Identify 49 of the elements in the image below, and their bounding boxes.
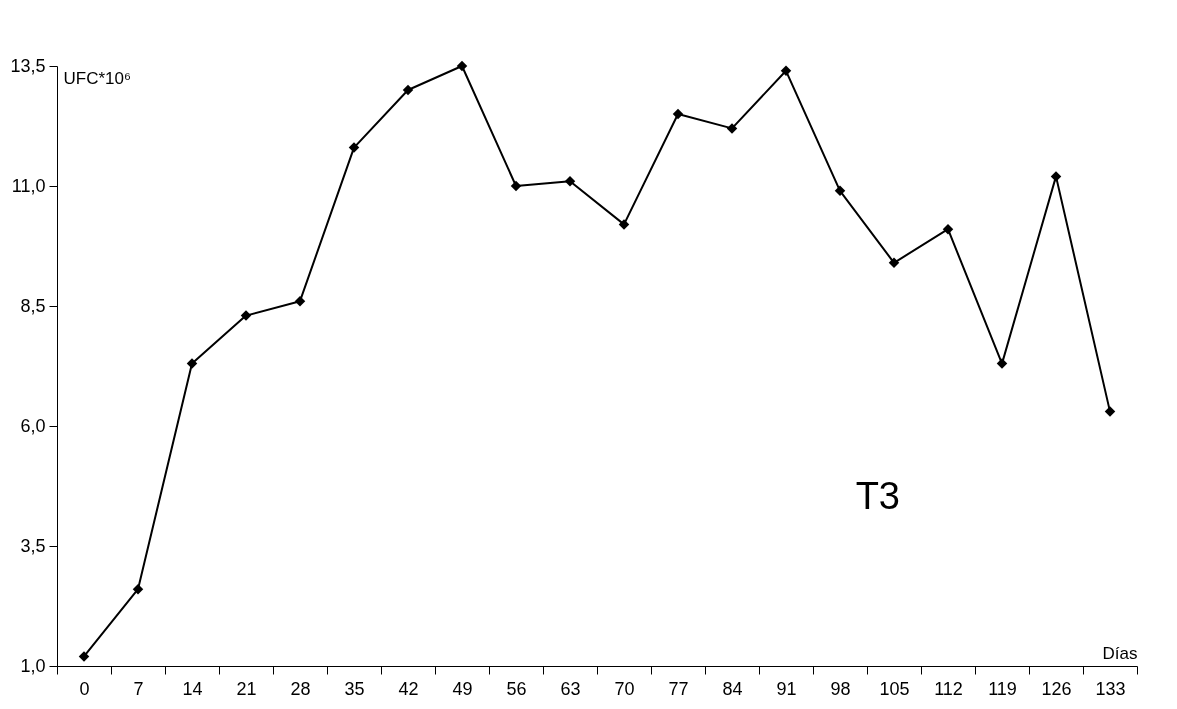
point bbox=[942, 223, 954, 235]
x-tick-label: 42 bbox=[398, 678, 419, 699]
point bbox=[456, 60, 468, 72]
y-tick-label: 8,5 bbox=[20, 295, 46, 316]
point bbox=[1104, 406, 1116, 417]
x-axis-title: Días bbox=[1102, 643, 1138, 663]
x-tick-label: 126 bbox=[1041, 678, 1072, 699]
x-tick-label: 105 bbox=[879, 678, 910, 699]
x-tick-label: 98 bbox=[830, 678, 851, 699]
point bbox=[78, 651, 90, 662]
x-tick-label: 70 bbox=[614, 678, 635, 699]
point bbox=[294, 295, 306, 307]
point bbox=[834, 185, 846, 197]
x-tick-label: 91 bbox=[776, 678, 797, 699]
y-tick-label: 13,5 bbox=[10, 55, 46, 76]
x-tick-label: 63 bbox=[560, 678, 581, 699]
point bbox=[348, 142, 360, 153]
y-tick-label: 3,5 bbox=[20, 535, 46, 556]
annotation: T3 bbox=[855, 475, 900, 517]
x-tick-label: 7 bbox=[133, 678, 144, 699]
point bbox=[1050, 171, 1062, 182]
point bbox=[132, 583, 144, 595]
point bbox=[240, 310, 252, 321]
x-tick-label: 35 bbox=[344, 678, 365, 699]
point bbox=[726, 123, 738, 134]
point bbox=[996, 358, 1008, 369]
point bbox=[672, 108, 684, 120]
x-tick-label: 119 bbox=[988, 678, 1017, 699]
x-tick-label: 49 bbox=[452, 678, 473, 699]
point bbox=[618, 219, 630, 230]
x-tick-label: 14 bbox=[182, 678, 203, 699]
x-tick-label: 133 bbox=[1095, 678, 1126, 699]
x-tick-label: 112 bbox=[934, 678, 963, 699]
y-tick-label: 11,0 bbox=[11, 175, 46, 196]
point bbox=[564, 175, 576, 187]
point bbox=[402, 84, 414, 96]
x-tick-label: 84 bbox=[722, 678, 743, 699]
x-tick-label: 77 bbox=[668, 678, 689, 699]
point bbox=[888, 257, 900, 269]
x-tick-label: 0 bbox=[79, 678, 90, 699]
x-tick-label: 56 bbox=[506, 678, 527, 699]
point bbox=[510, 180, 522, 192]
y-tick-label: 6,0 bbox=[20, 415, 46, 436]
y-axis-title: UFC*10⁶ bbox=[63, 68, 131, 88]
point bbox=[186, 358, 198, 369]
x-tick-label: 28 bbox=[290, 678, 311, 699]
point bbox=[780, 65, 792, 77]
y-tick-label: 1,0 bbox=[20, 655, 46, 676]
x-tick-label: 21 bbox=[236, 678, 257, 699]
